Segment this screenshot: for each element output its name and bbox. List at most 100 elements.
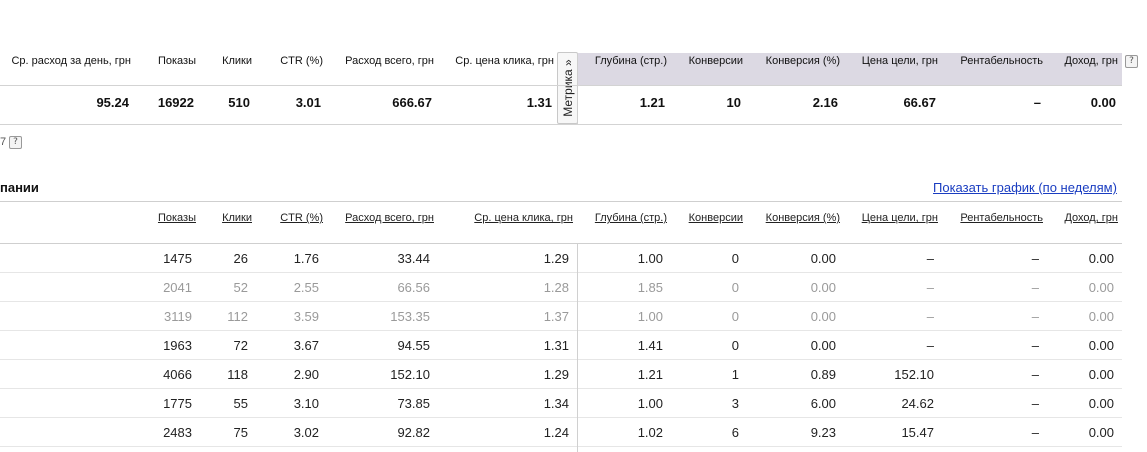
cell-profitability: – bbox=[1031, 251, 1039, 266]
cell-goal-cost: – bbox=[926, 338, 934, 353]
cell-goal-cost: – bbox=[926, 309, 934, 324]
cell-avg-cpc: 1.24 bbox=[543, 425, 569, 440]
cell-profitability: – bbox=[1031, 396, 1039, 411]
cell-spend-total: 66.56 bbox=[397, 280, 430, 295]
table-row: 1475 26 1.76 33.44 1.29 1.00 0 0.00 – – 0.00 bbox=[0, 244, 1122, 273]
summary-header-depth: Глубина (стр.) bbox=[594, 55, 667, 67]
summary-help-icon[interactable]: ? bbox=[1125, 55, 1138, 68]
cell-revenue: 0.00 bbox=[1088, 280, 1114, 295]
cell-impressions: 1963 bbox=[163, 338, 192, 353]
detail-header-goal-cost[interactable]: Цена цели, грн bbox=[861, 212, 938, 224]
summary-value-avg-spend-day: 95.24 bbox=[96, 95, 129, 110]
row-divider bbox=[0, 417, 1122, 418]
cell-impressions: 1775 bbox=[163, 396, 192, 411]
cell-revenue: 0.00 bbox=[1088, 396, 1114, 411]
summary-value-goal-cost: 66.67 bbox=[903, 95, 936, 110]
detail-header-profitability[interactable]: Рентабельность bbox=[960, 212, 1043, 224]
detail-header-ctr[interactable]: CTR (%) bbox=[280, 212, 323, 224]
cell-profitability: – bbox=[1031, 280, 1039, 295]
cell-depth: 1.00 bbox=[637, 396, 663, 411]
detail-header-border bbox=[0, 243, 1122, 244]
summary-value-ctr: 3.01 bbox=[295, 95, 321, 110]
cell-depth: 1.41 bbox=[637, 338, 663, 353]
summary-value-revenue: 0.00 bbox=[1090, 95, 1116, 110]
summary-value-profitability: – bbox=[1033, 95, 1041, 110]
cell-clicks: 26 bbox=[233, 251, 248, 266]
cell-conv-rate: 0.00 bbox=[810, 251, 836, 266]
detail-header-conversions[interactable]: Конверсии bbox=[688, 212, 743, 224]
row-divider bbox=[0, 388, 1122, 389]
cell-clicks: 72 bbox=[233, 338, 248, 353]
summary-value-conv-rate: 2.16 bbox=[812, 95, 838, 110]
cell-profitability: – bbox=[1031, 338, 1039, 353]
summary-value-conversions: 10 bbox=[726, 95, 741, 110]
cell-ctr: 1.76 bbox=[293, 251, 319, 266]
summary-header-profitability: Рентабельность bbox=[960, 55, 1043, 67]
show-weekly-chart-link[interactable]: Показать график (по неделям) bbox=[933, 180, 1117, 195]
summary-bottom-border bbox=[0, 124, 1122, 125]
detail-header-spend-total[interactable]: Расход всего, грн bbox=[345, 212, 434, 224]
cell-profitability: – bbox=[1031, 425, 1039, 440]
note-help-icon[interactable]: ? bbox=[9, 136, 22, 149]
cell-conv-rate: 9.23 bbox=[810, 425, 836, 440]
summary-header-spend-total: Расход всего, грн bbox=[345, 55, 434, 67]
detail-header-impressions[interactable]: Показы bbox=[157, 212, 196, 224]
detail-header-conv-rate[interactable]: Конверсия (%) bbox=[765, 212, 840, 224]
summary-header-conversions: Конверсии bbox=[688, 55, 743, 67]
table-row: 2041 52 2.55 66.56 1.28 1.85 0 0.00 – – 0.00 bbox=[0, 273, 1122, 302]
cell-avg-cpc: 1.28 bbox=[543, 280, 569, 295]
summary-header-avg-spend-day: Ср. расход за день, грн bbox=[11, 55, 131, 67]
cell-clicks: 52 bbox=[233, 280, 248, 295]
summary-header-clicks: Клики bbox=[222, 55, 252, 67]
cell-ctr: 2.90 bbox=[293, 367, 319, 382]
detail-header-depth[interactable]: Глубина (стр.) bbox=[594, 212, 667, 224]
cell-spend-total: 92.82 bbox=[397, 425, 430, 440]
cell-profitability: – bbox=[1031, 309, 1039, 324]
table-row: 2483 75 3.02 92.82 1.24 1.02 6 9.23 15.47 – 0.00 bbox=[0, 418, 1122, 447]
detail-header-revenue[interactable]: Доход, грн bbox=[1064, 212, 1118, 224]
summary-value-avg-cpc: 1.31 bbox=[526, 95, 552, 110]
cell-clicks: 112 bbox=[227, 309, 248, 324]
detail-metrika-divider bbox=[577, 243, 578, 452]
cell-impressions: 4066 bbox=[163, 367, 192, 382]
row-divider bbox=[0, 301, 1122, 302]
table-row: 4066 118 2.90 152.10 1.29 1.21 1 0.89 152.10 – 0.0… bbox=[0, 360, 1122, 389]
cell-goal-cost: 24.62 bbox=[901, 396, 934, 411]
cell-depth: 1.00 bbox=[637, 309, 663, 324]
table-row: 1775 55 3.10 73.85 1.34 1.00 3 6.00 24.62 – 0.00 bbox=[0, 389, 1122, 418]
cell-ctr: 2.55 bbox=[293, 280, 319, 295]
cell-avg-cpc: 1.37 bbox=[543, 309, 569, 324]
cell-ctr: 3.10 bbox=[293, 396, 319, 411]
cell-avg-cpc: 1.29 bbox=[543, 251, 569, 266]
cell-conversions: 0 bbox=[731, 280, 739, 295]
cell-goal-cost: 15.47 bbox=[901, 425, 934, 440]
cell-depth: 1.85 bbox=[637, 280, 663, 295]
detail-header-avg-cpc[interactable]: Ср. цена клика, грн bbox=[474, 212, 573, 224]
summary-value-depth: 1.21 bbox=[639, 95, 665, 110]
cell-conv-rate: 0.00 bbox=[810, 280, 836, 295]
cell-revenue: 0.00 bbox=[1088, 367, 1114, 382]
cell-goal-cost: – bbox=[926, 280, 934, 295]
cell-ctr: 3.59 bbox=[293, 309, 319, 324]
detail-header-clicks[interactable]: Клики bbox=[222, 212, 252, 224]
detail-table-top-border bbox=[0, 201, 1122, 202]
cell-spend-total: 152.10 bbox=[390, 367, 430, 382]
summary-value-impressions: 16922 bbox=[157, 95, 194, 110]
row-divider bbox=[0, 446, 1122, 447]
cell-avg-cpc: 1.34 bbox=[543, 396, 569, 411]
cell-conversions: 1 bbox=[731, 367, 739, 382]
cell-spend-total: 94.55 bbox=[397, 338, 430, 353]
cell-depth: 1.21 bbox=[637, 367, 663, 382]
cell-revenue: 0.00 bbox=[1088, 338, 1114, 353]
cell-conversions: 3 bbox=[731, 396, 739, 411]
cell-conversions: 6 bbox=[731, 425, 739, 440]
cell-ctr: 3.67 bbox=[293, 338, 319, 353]
cell-avg-cpc: 1.29 bbox=[543, 367, 569, 382]
cell-spend-total: 73.85 bbox=[397, 396, 430, 411]
metrika-toggle-tab[interactable]: Метрика » bbox=[557, 52, 578, 124]
cell-clicks: 55 bbox=[233, 396, 248, 411]
cell-clicks: 118 bbox=[227, 367, 248, 382]
cell-depth: 1.02 bbox=[637, 425, 663, 440]
cell-goal-cost: – bbox=[926, 251, 934, 266]
cell-depth: 1.00 bbox=[637, 251, 663, 266]
